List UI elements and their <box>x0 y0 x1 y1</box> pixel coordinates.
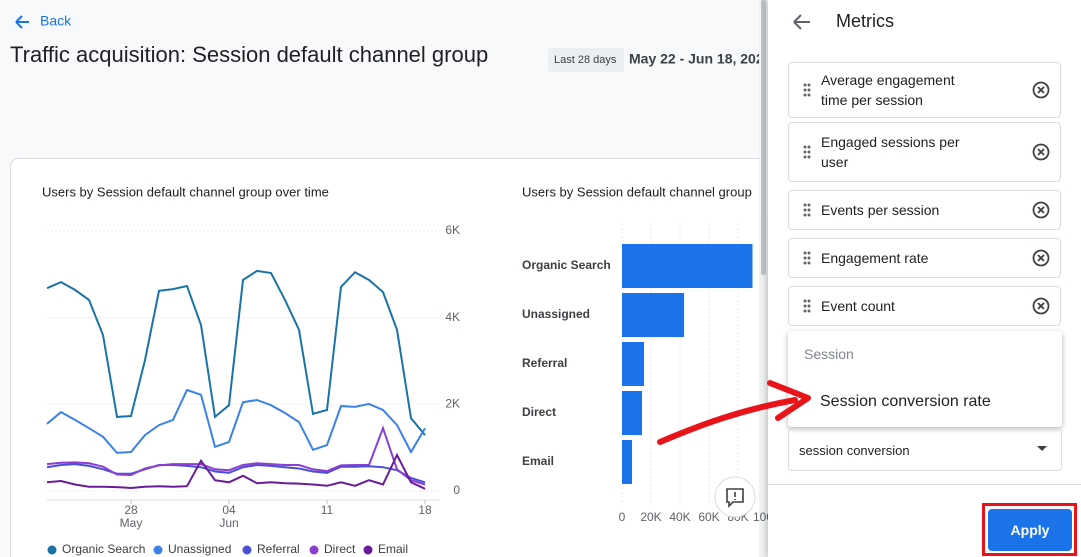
x-tick-sublabel: May <box>120 516 143 530</box>
metric-item[interactable]: Engagement rate <box>788 238 1061 278</box>
category-label: Organic Search <box>522 258 611 272</box>
bar <box>622 293 685 337</box>
legend-label: Direct <box>324 542 356 556</box>
panel-back[interactable] <box>792 12 812 32</box>
panel-divider <box>768 484 1081 485</box>
metric-item[interactable]: Average engagement time per session <box>788 62 1061 118</box>
drag-handle[interactable] <box>803 299 811 313</box>
highlight-box <box>982 503 1077 556</box>
date-preset: Last 28 days <box>554 54 617 66</box>
date-range[interactable]: May 22 - Jun 18, 202 <box>629 51 764 67</box>
search-input[interactable]: session conversion <box>788 428 1062 471</box>
drag-handle[interactable] <box>803 203 811 217</box>
metric-item[interactable]: Event count <box>788 286 1061 326</box>
panel-title: Metrics <box>836 11 894 31</box>
y-tick-label: 2K <box>445 397 460 411</box>
bar <box>622 391 643 435</box>
remove-button[interactable] <box>1032 297 1050 315</box>
legend-swatch <box>309 545 319 555</box>
search-text: session conversion <box>799 443 910 458</box>
remove-button[interactable] <box>1032 143 1050 161</box>
legend-label: Referral <box>257 542 300 556</box>
metric-label: Average engagement time per session <box>821 72 955 108</box>
bar <box>622 244 753 288</box>
metric-item[interactable]: Events per session <box>788 190 1061 230</box>
legend-swatch <box>363 545 373 555</box>
x-tick-label: 18 <box>418 503 432 517</box>
remove-button[interactable] <box>1032 81 1050 99</box>
x-tick-label: 04 <box>222 503 236 517</box>
chart-title: Users by Session default channel group <box>522 184 752 199</box>
series-line <box>46 269 426 436</box>
remove-button[interactable] <box>1032 201 1050 219</box>
series-line <box>46 425 426 486</box>
remove-button[interactable] <box>1032 249 1050 267</box>
dropdown-caret <box>1037 446 1047 451</box>
apply-button[interactable]: Apply <box>988 509 1072 551</box>
x-tick-label: 28 <box>124 503 138 517</box>
chart-card <box>10 158 811 557</box>
metrics-panel: Metrics Average engagement time per sess… <box>768 0 1081 557</box>
legend-swatch <box>242 545 252 555</box>
metric-label: Events per session <box>821 202 940 218</box>
scrollbar-track <box>759 0 768 557</box>
scrollbar-thumb[interactable] <box>761 0 766 275</box>
category-label: Email <box>522 454 554 468</box>
metric-label: Event count <box>821 298 895 314</box>
drag-handle[interactable] <box>803 145 811 159</box>
category-label: Direct <box>522 405 556 419</box>
category-label: Referral <box>522 356 567 370</box>
drag-handle[interactable] <box>803 251 811 265</box>
series-line <box>46 388 426 455</box>
back-link[interactable]: Back <box>40 13 72 29</box>
date-preset-chip[interactable] <box>548 48 624 72</box>
chart-title: Users by Session default channel group o… <box>42 184 329 199</box>
metric-label: Engagement rate <box>821 250 929 266</box>
y-tick-label: 0 <box>453 483 460 497</box>
legend-label: Unassigned <box>168 542 231 556</box>
y-tick-label: 6K <box>445 223 460 237</box>
x-tick-label: 20K <box>640 510 661 524</box>
legend-swatch <box>153 545 163 555</box>
bar <box>622 440 633 484</box>
metric-item[interactable]: Engaged sessions per user <box>788 122 1061 182</box>
x-tick-label: 40K <box>669 510 690 524</box>
dropdown: Session Session conversion rate <box>788 331 1062 427</box>
option-label: Session conversion rate <box>820 393 991 410</box>
x-tick-label: 11 <box>321 503 334 517</box>
y-tick-label: 4K <box>445 310 460 324</box>
legend-swatch <box>47 545 57 555</box>
series-line <box>46 452 426 490</box>
feedback-icon <box>726 488 744 508</box>
legend-label: Email <box>378 542 408 556</box>
x-tick-sublabel: Jun <box>219 516 238 530</box>
x-tick-label: 0 <box>619 510 626 524</box>
bar <box>622 342 645 386</box>
legend-label: Organic Search <box>62 542 145 556</box>
drag-handle[interactable] <box>803 83 811 97</box>
back-arrow[interactable] <box>15 15 29 29</box>
metric-label: Engaged sessions per user <box>821 134 960 170</box>
category-label: Unassigned <box>522 307 590 321</box>
dropdown-group: Session <box>804 346 854 362</box>
x-tick-label: 60K <box>698 510 719 524</box>
page-title: Traffic acquisition: Session default cha… <box>10 42 488 67</box>
dropdown-option[interactable]: Session conversion rate <box>788 382 1062 422</box>
